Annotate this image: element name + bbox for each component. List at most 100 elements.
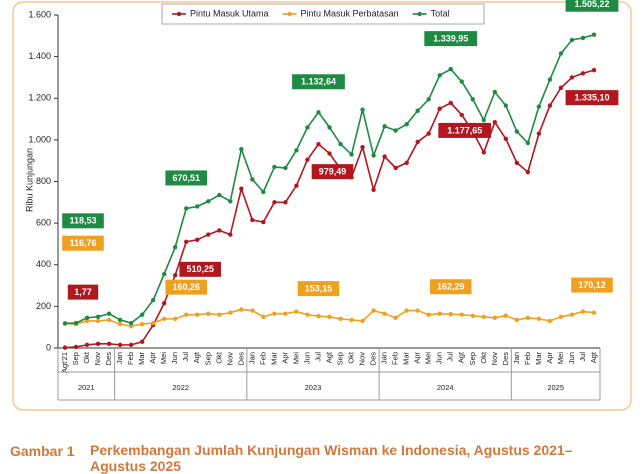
value-label-box [438,122,492,138]
data-point [250,217,255,223]
data-point [393,165,398,171]
x-tick-label: Apr [545,351,554,363]
x-tick-label: Okt [479,351,488,364]
data-point [415,308,420,313]
data-point [62,345,68,350]
data-point [128,320,134,326]
x-tick-label: Mei [556,352,565,364]
data-point [206,232,211,237]
data-point [437,73,442,78]
data-point [283,200,288,205]
x-tick-label: Nov [225,352,234,366]
data-point [261,219,266,225]
x-tick-label: Jul [313,352,322,362]
value-label-text: 1.335,10 [574,93,609,103]
data-point [569,312,575,317]
x-tick-label: Okt [347,351,356,364]
x-tick-label: Jun [435,352,444,364]
value-label: 1.505,22 [565,0,619,12]
data-point [371,187,376,193]
value-label-text: 170,12 [578,280,606,290]
y-tick-label: 200 [36,301,51,311]
value-label: 162,29 [429,279,472,295]
data-point [404,160,409,165]
data-point [470,313,475,318]
x-tick-label: Feb [523,352,532,365]
data-point [569,75,575,80]
data-point [117,317,123,323]
x-tick-label: Agt'21 [60,352,69,373]
data-point [139,312,145,317]
y-tick-label: 800 [36,176,51,186]
x-tick-label: Sep [336,352,345,365]
value-label: 170,12 [571,277,613,293]
data-point [106,341,112,347]
value-label: 510,25 [179,261,222,277]
value-label-text: 1.132,64 [301,77,336,87]
data-point [492,119,498,125]
data-point [250,177,255,182]
data-point [536,104,542,109]
caption: Perkembangan Jumlah Kunjungan Wisman ke … [90,442,573,474]
data-point [591,67,597,73]
data-point [84,342,90,348]
data-point [547,77,553,82]
x-tick-label: Feb [391,352,400,365]
x-tick-label: Mar [137,352,146,365]
data-point [327,314,332,319]
data-point [184,206,189,211]
data-point [206,199,211,204]
value-label: 670,51 [165,170,208,186]
legend-swatch-dot [176,11,182,17]
x-tick-label: Nov [358,352,367,366]
data-point [305,157,310,162]
x-tick-label: Jan [512,352,521,364]
data-point [382,154,387,159]
x-tick-label: Mar [402,352,411,365]
value-label-box [424,31,478,47]
legend-label: Total [431,8,450,18]
data-point [349,317,354,323]
x-tick-label: Des [104,352,113,366]
x-tick-label: Mar [269,352,278,365]
x-tick-label: Jul [578,352,587,362]
data-point [459,112,464,118]
data-point [195,204,200,209]
data-point [217,192,222,198]
data-point [525,315,531,321]
value-label-text: 1.177,65 [447,125,482,135]
legend-swatch-dot [287,11,292,17]
data-point [338,141,343,147]
y-axis-label: Ribu Kunjungan [24,148,34,212]
data-point [525,140,531,146]
legend-swatch-dot [417,11,422,17]
data-point [558,314,564,319]
data-point [426,131,431,136]
x-tick-label: Apr [280,351,289,363]
x-tick-label: Sep [203,352,212,365]
x-tick-label: Agt [589,351,598,363]
data-point [459,312,464,317]
x-tick-label: Jun [170,352,179,364]
x-tick-label: Jan [247,352,256,364]
value-label-text: 1.505,22 [574,0,609,9]
data-point [371,308,376,313]
data-point [272,311,277,316]
data-point [525,169,531,175]
data-point [228,232,233,237]
value-label-text: 160,26 [172,282,200,292]
value-label: 979,49 [311,164,354,180]
value-label-box [292,74,345,90]
data-point [580,35,586,41]
data-point [161,316,167,322]
data-point [327,125,332,130]
data-point [459,79,464,84]
x-tick-label: Jun [302,352,311,364]
x-tick-label: Des [236,352,245,366]
data-point [294,183,299,188]
data-point [360,318,365,324]
value-label: 1.177,65 [438,122,492,138]
x-tick-label: Okt [214,351,223,364]
data-point [503,313,509,318]
